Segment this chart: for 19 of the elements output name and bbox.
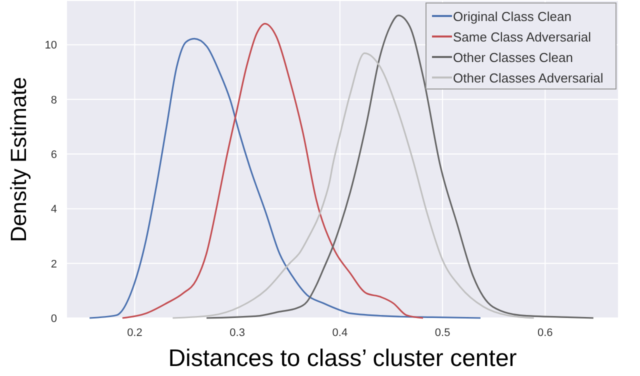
y-axis-title: Density Estimate [6, 76, 31, 242]
x-tick-label: 0.6 [538, 327, 553, 339]
legend-label: Original Class Clean [453, 9, 572, 24]
y-tick-label: 8 [50, 94, 57, 106]
legend-label: Same Class Adversarial [453, 30, 592, 44]
legend-label: Other Classes Clean [453, 50, 573, 65]
x-tick-label: 0.5 [434, 327, 450, 339]
y-tick-label: 6 [50, 149, 57, 162]
legend-label: Other Classes Adversarial [453, 70, 604, 86]
x-axis-title: Distances to class’ cluster center [168, 345, 517, 372]
line-series [122, 22, 424, 319]
y-tick-label: 4 [50, 204, 57, 216]
x-tick-label: 0.2 [127, 327, 142, 339]
y-tick-label: 0 [50, 313, 57, 325]
line-series [172, 52, 535, 319]
x-tick-label: 0.3 [230, 327, 245, 339]
y-tick-label: 2 [50, 258, 57, 270]
y-tick-label: 10 [44, 40, 57, 52]
x-tick-label: 0.4 [332, 327, 348, 339]
